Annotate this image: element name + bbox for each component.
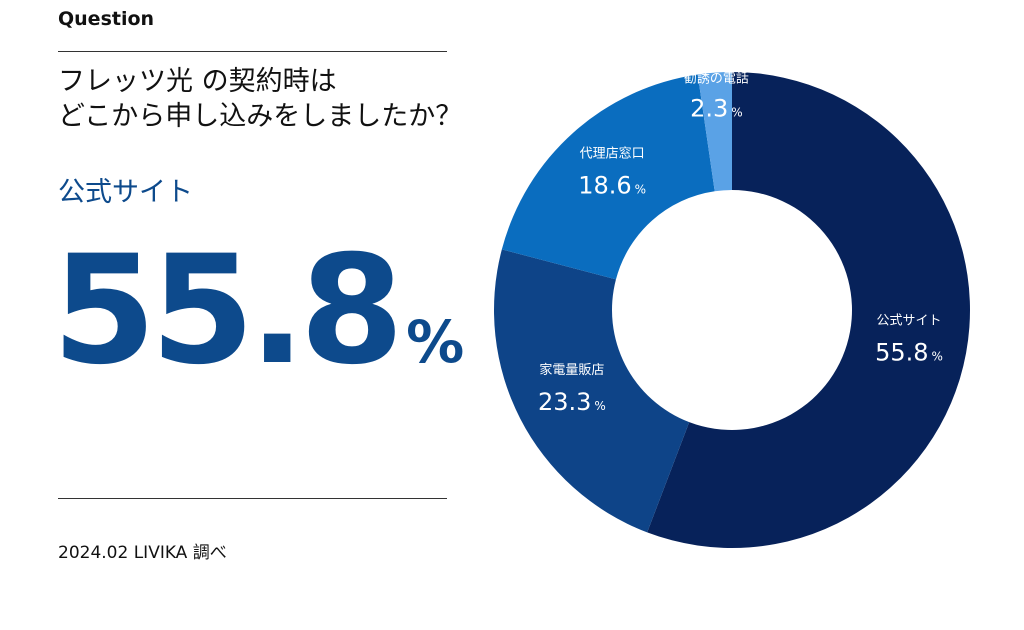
- question-line-2: どこから申し込みをしましたか？: [58, 101, 463, 132]
- slice-label: 代理店窓口: [580, 146, 645, 162]
- question-label: Question: [58, 8, 155, 30]
- bottom-divider: [58, 498, 447, 499]
- question-text: フレッツ光 の契約時は どこから申し込みをしましたか？: [58, 64, 518, 134]
- pie-slice: [697, 72, 732, 192]
- slice-value: 55.8%: [875, 339, 943, 367]
- top-answer-label: 公式サイト: [58, 177, 193, 208]
- pie-slice: [647, 72, 970, 548]
- top-answer-value: 55.8%: [52, 226, 464, 396]
- pie-slice: [494, 249, 690, 533]
- pie-slice: [501, 74, 715, 280]
- question-line-1: フレッツ光 の契約時は: [58, 66, 337, 97]
- source-note: 2024.02 LIVIKA 調べ: [58, 543, 227, 563]
- slice-label: 家電量販店: [539, 362, 604, 378]
- slice-value: 18.6%: [578, 172, 646, 200]
- top-answer-number: 55.8: [52, 224, 404, 398]
- slice-value: 23.3%: [538, 388, 606, 416]
- top-divider: [58, 51, 447, 52]
- top-answer-unit: %: [406, 308, 465, 376]
- slice-label: 勧誘の電話: [684, 71, 749, 87]
- slice-value: 2.3%: [690, 95, 743, 123]
- slice-label: 公式サイト: [877, 314, 942, 329]
